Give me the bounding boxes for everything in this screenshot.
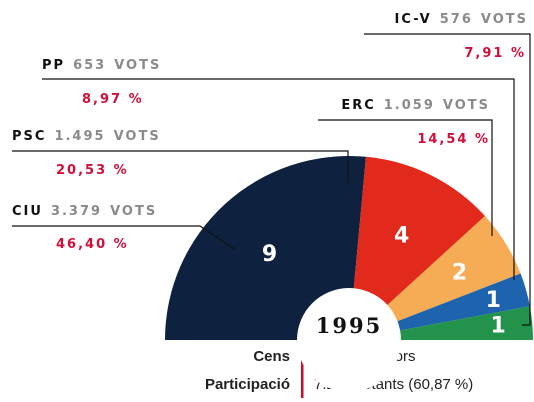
party-votes: 1.495 xyxy=(54,129,105,144)
party-percent: 7,91 % xyxy=(464,46,526,61)
party-percent: 8,97 % xyxy=(82,92,144,107)
leader-line xyxy=(42,78,515,280)
party-votes: 653 xyxy=(73,58,106,73)
party-label: CIU 3.379 VOTS xyxy=(12,204,157,219)
party-name: ERC xyxy=(341,98,375,113)
votes-unit: VOTS xyxy=(443,98,490,113)
votes-unit: VOTS xyxy=(114,129,161,144)
votes-unit: VOTS xyxy=(114,58,161,73)
seat-wedge xyxy=(165,155,366,340)
leader-line xyxy=(12,150,349,183)
seat-count: 1 xyxy=(486,288,501,313)
party-name: CIU xyxy=(12,204,43,219)
party-label: PSC 1.495 VOTS xyxy=(12,129,161,144)
footer-divider xyxy=(301,346,304,398)
party-percent: 14,54 % xyxy=(417,132,490,147)
leader-line xyxy=(318,119,493,236)
party-percent: 20,53 % xyxy=(56,163,129,178)
party-name: PP xyxy=(42,58,65,73)
seat-count: 2 xyxy=(452,261,467,286)
seat-count: 4 xyxy=(394,223,409,248)
party-votes: 3.379 xyxy=(51,204,102,219)
seat-wedge xyxy=(349,156,485,340)
footer-label: Cens xyxy=(253,348,290,365)
party-label: ERC 1.059 VOTS xyxy=(341,98,490,113)
party-votes: 576 xyxy=(440,12,473,27)
party-percent: 46,40 % xyxy=(56,237,129,252)
votes-unit: VOTS xyxy=(481,12,528,27)
center-hole xyxy=(297,288,401,392)
center-label: 1995 xyxy=(316,313,382,338)
party-label: PP 653 VOTS xyxy=(42,58,161,73)
footer-label: Participació xyxy=(205,376,290,393)
seat-count: 9 xyxy=(262,242,277,267)
party-label: IC-V 576 VOTS xyxy=(395,12,528,27)
party-name: PSC xyxy=(12,129,46,144)
party-name: IC-V xyxy=(395,12,432,27)
votes-unit: VOTS xyxy=(110,204,157,219)
leader-line xyxy=(364,33,531,326)
leader-line xyxy=(12,225,237,251)
party-votes: 1.059 xyxy=(384,98,435,113)
seat-wedge xyxy=(349,216,521,340)
seat-count: 1 xyxy=(491,313,506,338)
